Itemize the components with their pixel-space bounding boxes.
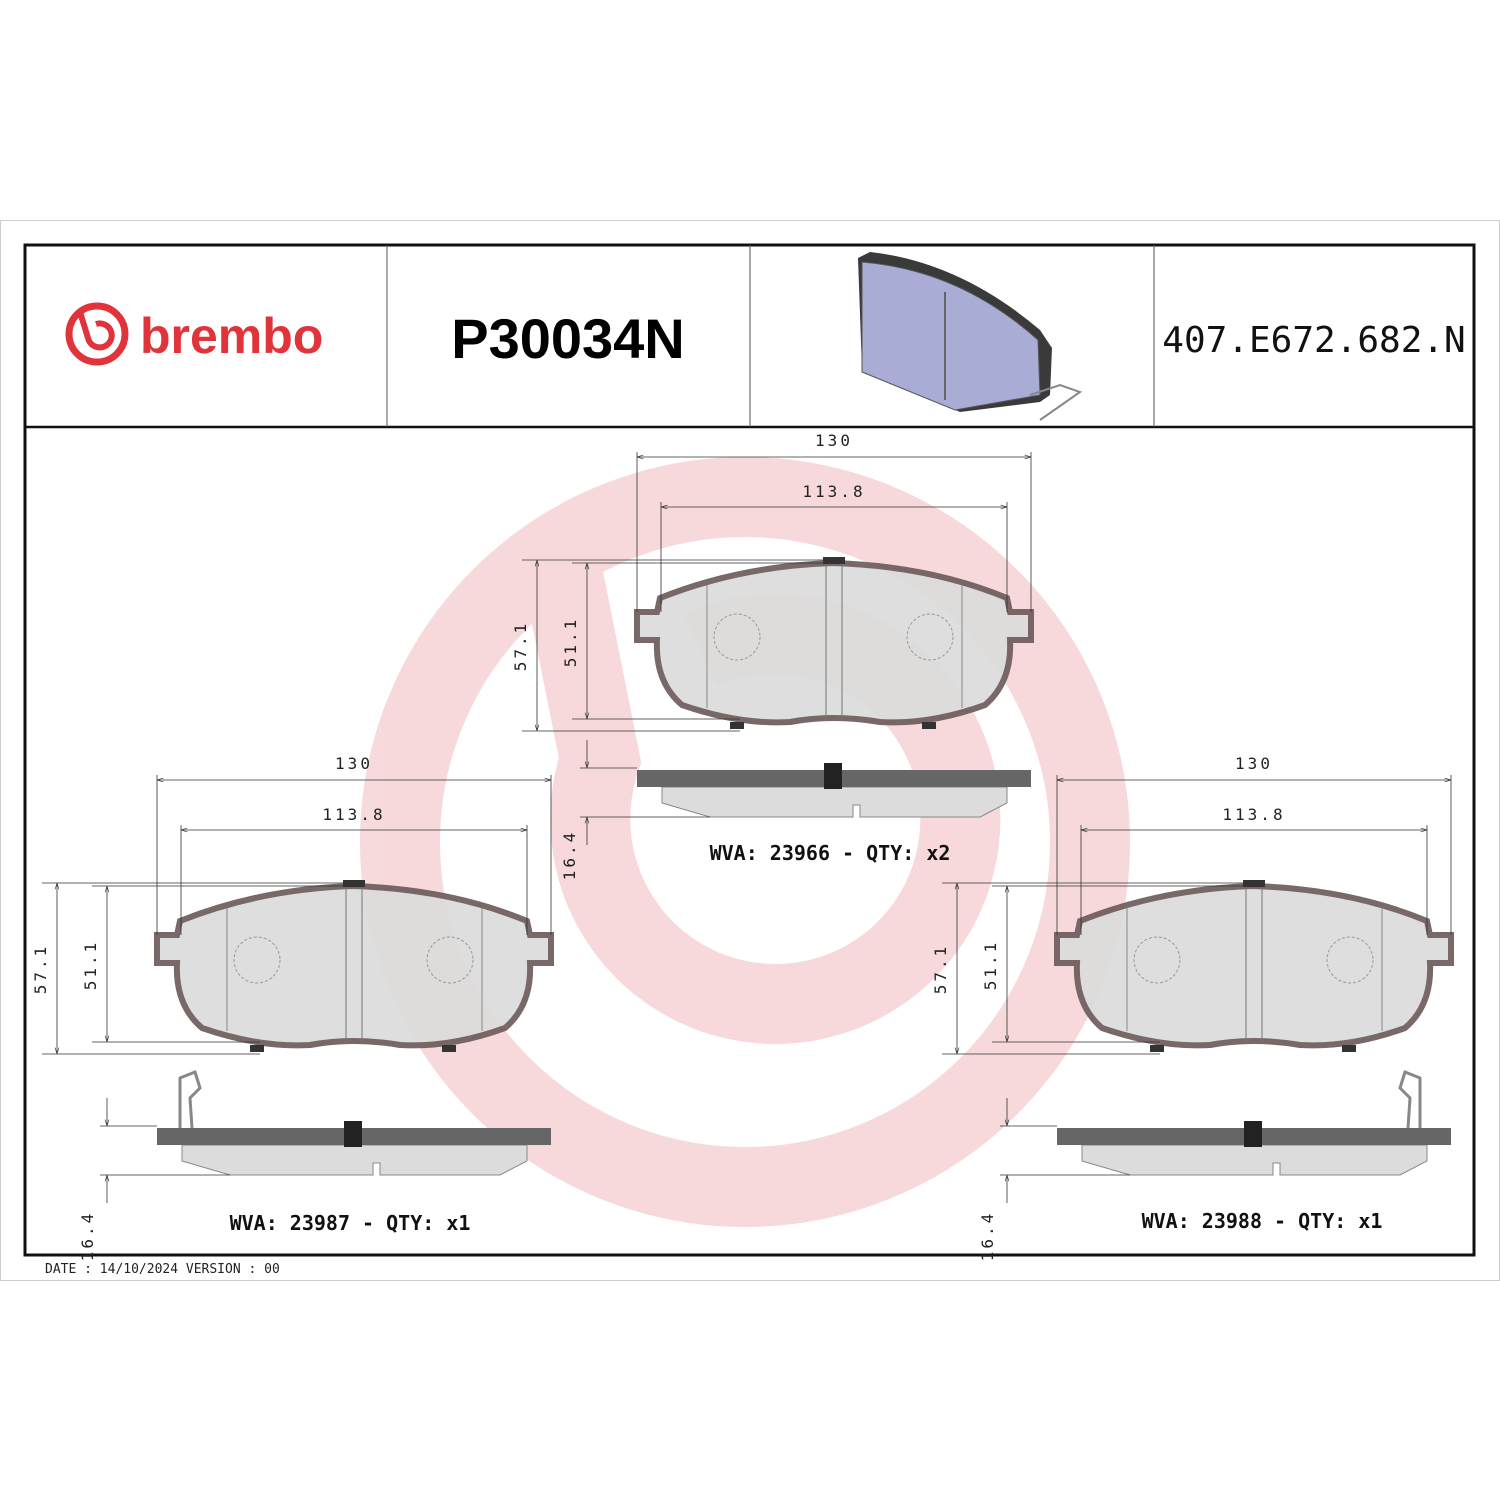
dim-friction-width: 113.8 [322, 805, 385, 824]
brembo-logo: brembo [65, 302, 323, 366]
dim-friction-width: 113.8 [802, 482, 865, 501]
wear-indicator-clip [1398, 1070, 1422, 1129]
dim-thickness: 16.4 [78, 1211, 97, 1262]
part-number: P30034N [451, 307, 685, 370]
dim-friction-height: 51.1 [561, 617, 580, 668]
brembo-logo-icon [65, 302, 129, 366]
dim-overall-width: 130 [335, 754, 373, 773]
dim-overall-height: 57.1 [511, 621, 530, 672]
wva-qty-label: WVA: 23988 - QTY: x1 [1142, 1209, 1383, 1233]
pad-front-view [154, 880, 554, 1052]
pad-side-view [637, 763, 1031, 818]
dim-overall-width: 130 [1235, 754, 1273, 773]
wear-indicator-clip [178, 1070, 202, 1129]
footer-date-version: DATE : 14/10/2024 VERSION : 00 [45, 1262, 280, 1277]
wva-qty-label: WVA: 23966 - QTY: x2 [710, 841, 951, 865]
pad-thumbnail [858, 252, 1083, 421]
brand-name: brembo [140, 308, 323, 364]
pad-front-view [634, 557, 1034, 729]
pad-view-1: 130 113.8 57.1 51.1 16.4 WVA: 23987 - QTY: x1 [31, 754, 554, 1262]
dim-overall-height: 57.1 [31, 944, 50, 995]
reference-code: 407.E672.682.N [1162, 320, 1465, 361]
wva-qty-label: WVA: 23987 - QTY: x1 [230, 1211, 471, 1235]
pad-side-view [1057, 1070, 1451, 1176]
pad-front-view [1054, 880, 1454, 1052]
dim-overall-width: 130 [815, 431, 853, 450]
dim-thickness: 16.4 [560, 830, 579, 881]
pad-view-0: 130 113.8 57.1 51.1 16.4 WVA: 23966 - QTY: x2 [511, 431, 1034, 881]
pad-view-2: 130 113.8 57.1 51.1 16.4 WVA: 23988 - QTY: x1 [931, 754, 1454, 1262]
dim-friction-height: 51.1 [981, 940, 1000, 991]
dim-friction-width: 113.8 [1222, 805, 1285, 824]
pad-side-view [157, 1070, 551, 1176]
dim-thickness: 16.4 [978, 1211, 997, 1262]
dim-friction-height: 51.1 [81, 940, 100, 991]
dim-overall-height: 57.1 [931, 944, 950, 995]
